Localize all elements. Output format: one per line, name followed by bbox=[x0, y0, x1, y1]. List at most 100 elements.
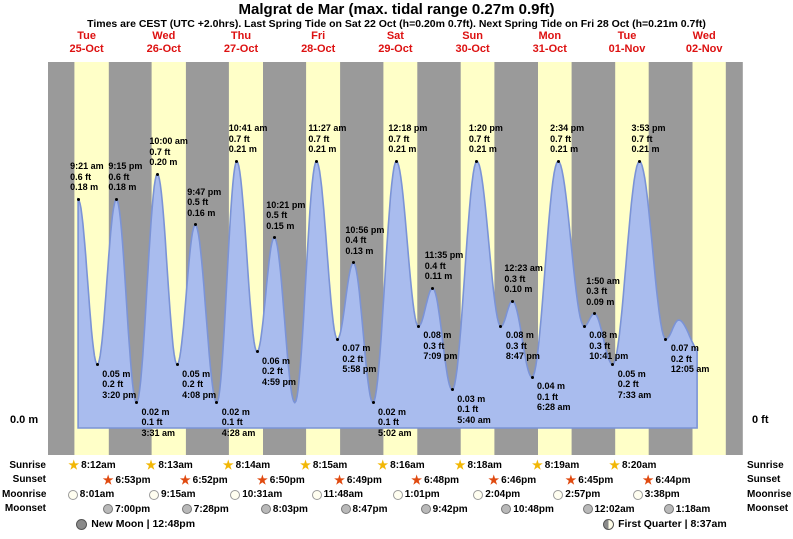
low-tide-annotation: 0.04 m 0.1 ft 6:28 am bbox=[537, 381, 571, 413]
moonset-entry: 7:00pm bbox=[103, 503, 150, 516]
low-tide-annotation: 0.03 m 0.1 ft 5:40 am bbox=[457, 393, 491, 425]
moonset-moon-icon bbox=[420, 504, 431, 514]
sunrise-row-label-left: Sunrise bbox=[9, 460, 46, 471]
moonset-time: 9:42pm bbox=[432, 503, 468, 515]
moonset-time: 10:48pm bbox=[513, 503, 554, 515]
sunset-time: 6:50pm bbox=[269, 474, 305, 486]
high-tide-annotation: 11:35 pm 0.4 ft 0.11 m bbox=[424, 250, 464, 282]
sunset-row-label-left: Sunset bbox=[12, 474, 46, 485]
sunrise-entry: ★ 8:19am bbox=[532, 459, 579, 472]
tide-extreme-dot bbox=[638, 159, 641, 163]
moonset-row-label-left: Moonset bbox=[4, 503, 46, 514]
sunrise-star-icon: ★ bbox=[300, 458, 311, 472]
sunrise-time: 8:13am bbox=[158, 460, 193, 471]
sunset-entry: ★ 6:46pm bbox=[488, 474, 536, 487]
low-tide-annotation: 0.02 m 0.1 ft 5:02 am bbox=[378, 406, 412, 438]
moonset-moon-icon bbox=[340, 504, 351, 514]
low-tide-annotation: 0.08 m 0.3 ft 7:09 pm bbox=[423, 330, 458, 362]
tide-extreme-dot bbox=[95, 363, 99, 366]
tide-extreme-dot bbox=[582, 324, 586, 328]
sunset-time: 6:52pm bbox=[192, 474, 228, 486]
sunrise-time: 8:16am bbox=[390, 460, 425, 471]
low-tide-annotation: 0.05 m 0.2 ft 3:20 pm bbox=[102, 368, 137, 400]
tide-extreme-dot bbox=[664, 337, 668, 341]
tide-extreme-dot bbox=[450, 388, 454, 392]
moonset-entry: 12:02am bbox=[582, 503, 635, 516]
moonrise-time: 10:31am bbox=[242, 489, 283, 500]
sunset-entry: ★ 6:49pm bbox=[334, 474, 382, 487]
high-tide-annotation: 9:15 pm 0.6 ft 0.18 m bbox=[108, 161, 143, 193]
low-tide-annotation: 0.06 m 0.2 ft 4:59 pm bbox=[262, 355, 297, 387]
high-tide-annotation: 10:56 pm 0.4 ft 0.13 m bbox=[345, 224, 385, 256]
moonrise-entry: 1:01pm bbox=[392, 488, 440, 501]
y-axis-label-right: 0 ft bbox=[752, 414, 769, 426]
moonset-moon-icon bbox=[582, 504, 593, 514]
moonrise-time: 3:38pm bbox=[644, 489, 680, 500]
low-tide-annotation: 0.05 m 0.2 ft 7:33 am bbox=[617, 368, 652, 400]
sunset-time: 6:48pm bbox=[424, 474, 460, 486]
sunset-entry: ★ 6:53pm bbox=[103, 474, 151, 487]
moonrise-time: 11:48am bbox=[323, 489, 364, 500]
sunset-time: 6:46pm bbox=[501, 474, 537, 486]
moonrise-time: 2:57pm bbox=[565, 489, 601, 500]
day-label: Mon 31-Oct bbox=[532, 30, 567, 55]
high-tide-annotation: 12:18 pm 0.7 ft 0.21 m bbox=[388, 123, 428, 155]
day-label: Wed 26-Oct bbox=[146, 30, 181, 55]
sunrise-time: 8:14am bbox=[235, 460, 271, 471]
sunrise-star-icon: ★ bbox=[68, 458, 80, 472]
tide-extreme-dot bbox=[314, 159, 318, 163]
new-moon-phase: New Moon | 12:48pm bbox=[76, 517, 195, 531]
tide-extreme-dot bbox=[114, 197, 118, 201]
sunset-star-icon: ★ bbox=[334, 472, 345, 487]
high-tide-annotation: 10:00 am 0.7 ft 0.20 m bbox=[149, 136, 188, 167]
day-label: Sat 29-Oct bbox=[378, 30, 413, 55]
sunrise-entry: ★ 8:13am bbox=[146, 459, 193, 472]
low-tide-annotation: 0.08 m 0.3 ft 8:47 pm bbox=[505, 330, 540, 362]
high-tide-annotation: 10:41 am 0.7 ft 0.21 m bbox=[228, 123, 268, 155]
tide-extreme-dot bbox=[431, 286, 435, 290]
sunrise-star-icon: ★ bbox=[145, 458, 157, 472]
sunset-entry: ★ 6:50pm bbox=[257, 474, 305, 487]
moonset-time: 7:28pm bbox=[193, 503, 229, 515]
moonrise-time: 1:01pm bbox=[404, 489, 440, 500]
sunrise-star-icon: ★ bbox=[532, 458, 543, 472]
sunset-star-icon: ★ bbox=[565, 472, 577, 487]
tide-extreme-dot bbox=[193, 223, 197, 227]
sunset-star-icon: ★ bbox=[411, 472, 423, 487]
high-tide-annotation: 1:50 am 0.3 ft 0.09 m bbox=[586, 275, 620, 307]
moonrise-moon-icon bbox=[473, 489, 484, 500]
tide-extreme-dot bbox=[215, 401, 219, 405]
tide-extreme-dot bbox=[235, 159, 239, 163]
high-tide-annotation: 1:20 pm 0.7 ft 0.21 m bbox=[468, 123, 503, 155]
moonrise-entry: 10:31am bbox=[230, 488, 282, 501]
sunset-star-icon: ★ bbox=[102, 472, 114, 487]
moonset-time: 8:03pm bbox=[272, 503, 308, 515]
tide-extreme-dot bbox=[76, 197, 80, 201]
sunrise-entry: ★ 8:18am bbox=[455, 459, 502, 472]
day-label: Wed 02-Nov bbox=[685, 30, 723, 55]
moonrise-moon-icon bbox=[230, 489, 241, 500]
sunrise-row-label-right: Sunrise bbox=[747, 460, 784, 471]
moonrise-time: 2:04pm bbox=[485, 489, 521, 500]
moonrise-moon-icon bbox=[311, 489, 322, 500]
sunrise-star-icon: ★ bbox=[222, 458, 234, 472]
new-moon-label: New Moon | 12:48pm bbox=[91, 518, 196, 530]
moonset-entry: 9:42pm bbox=[420, 503, 468, 516]
first-quarter-label: First Quarter | 8:37am bbox=[618, 518, 727, 530]
day-label: Tue 01-Nov bbox=[608, 30, 646, 55]
chart-subtitle: Times are CEST (UTC +2.0hrs). Last Sprin… bbox=[87, 18, 706, 30]
day-label: Sun 30-Oct bbox=[455, 30, 490, 55]
day-label: Tue 25-Oct bbox=[69, 30, 104, 55]
moonset-time: 1:18am bbox=[675, 503, 711, 515]
sunrise-time: 8:15am bbox=[312, 460, 348, 471]
moonrise-entry: 2:04pm bbox=[473, 488, 520, 501]
low-tide-annotation: 0.08 m 0.3 ft 10:41 pm bbox=[589, 330, 629, 362]
moonrise-entry: 11:48am bbox=[311, 488, 364, 501]
page-title: Malgrat de Mar (max. tidal range 0.27m 0… bbox=[238, 1, 555, 18]
moonset-moon-icon bbox=[260, 504, 271, 514]
sunset-entry: ★ 6:48pm bbox=[411, 474, 459, 487]
tide-extreme-dot bbox=[499, 324, 503, 328]
moonset-entry: 7:28pm bbox=[181, 503, 229, 516]
sunrise-star-icon: ★ bbox=[609, 458, 620, 472]
